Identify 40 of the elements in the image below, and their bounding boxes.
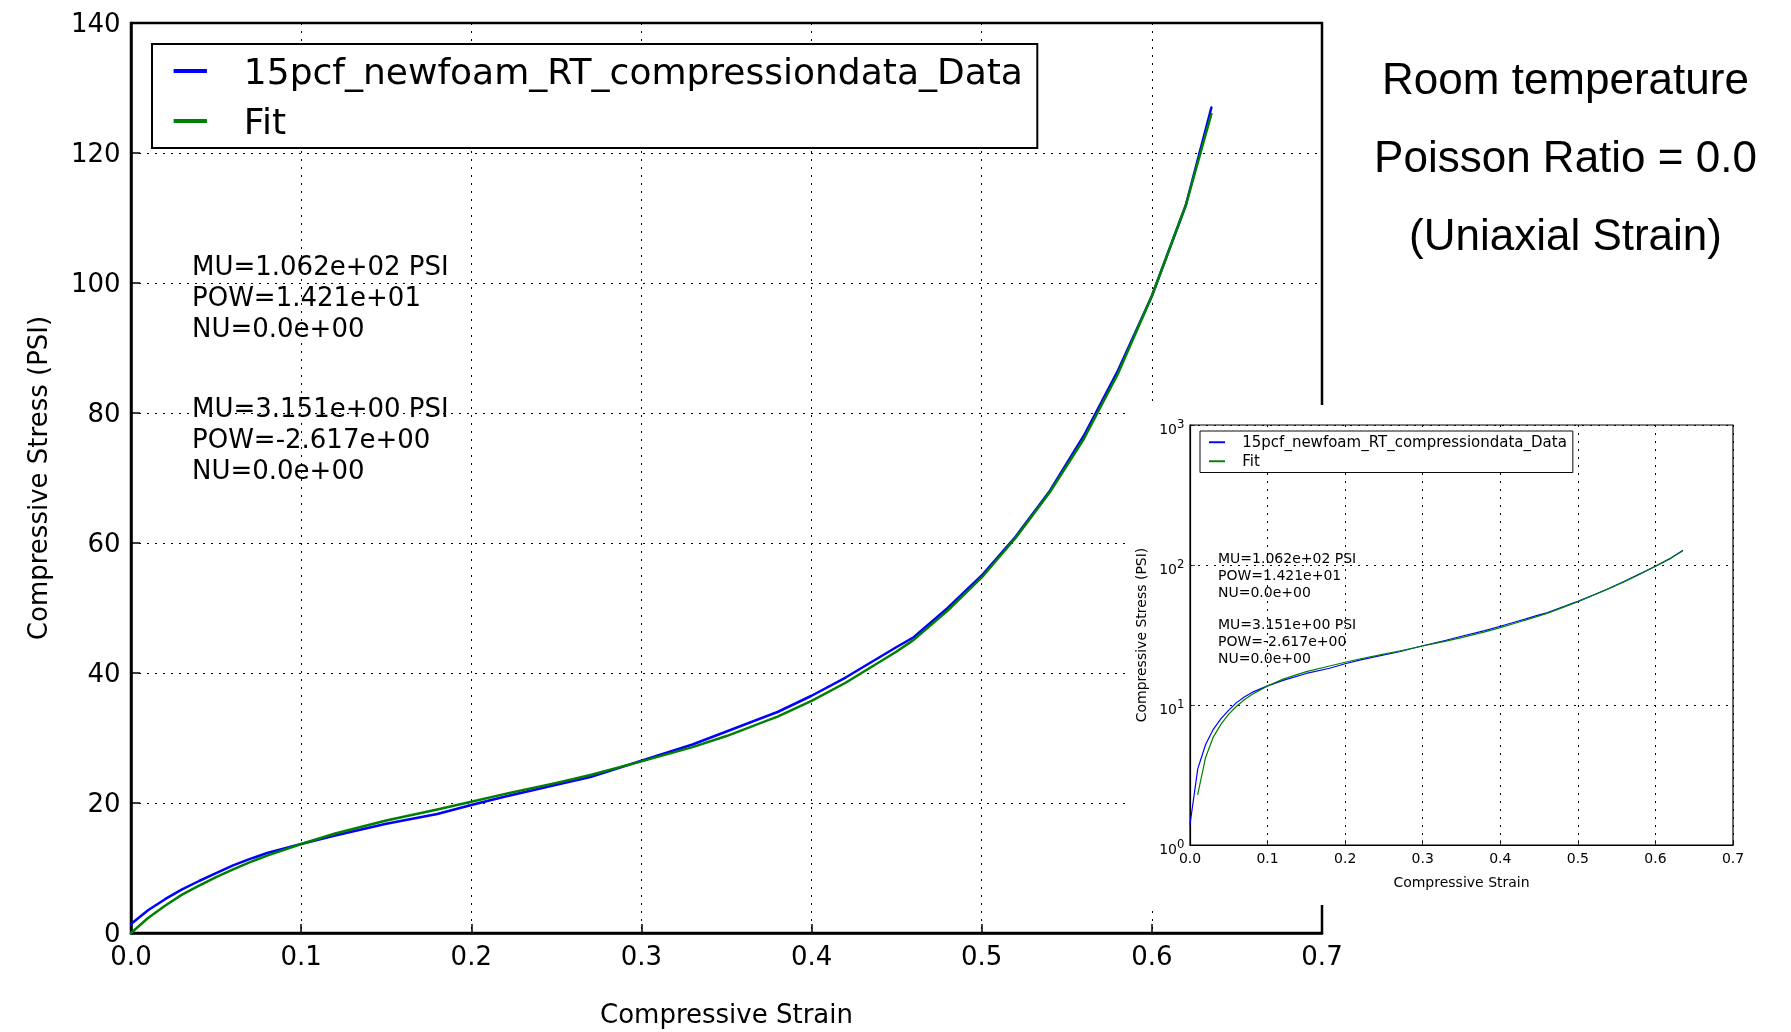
y-tick-label: 80 (87, 398, 121, 428)
y-axis-title: Compressive Stress (PSI) (1133, 547, 1149, 723)
x-tick-label: 0.2 (1334, 849, 1357, 866)
y-tick-label: 60 (87, 528, 121, 558)
x-tick-label: 0.5 (961, 941, 1003, 972)
annotation: MU=3.151e+00 PSI POW=-2.617e+00 NU=0.0e+00 (192, 392, 449, 485)
y-tick-label: 120 (70, 138, 121, 168)
legend-label: 15pcf_newfoam_RT_compressiondata_Data (243, 50, 1023, 92)
y-tick-label: 40 (87, 658, 121, 688)
legend-label: Fit (243, 100, 287, 142)
annotation: MU=1.062e+02 PSI POW=1.421e+01 NU=0.0e+00 (192, 250, 449, 343)
legend-label: 15pcf_newfoam_RT_compressiondata_Data (1242, 433, 1567, 453)
y-tick-label: 20 (87, 788, 121, 818)
x-tick-label: 0.2 (450, 941, 492, 972)
x-tick-label: 0.1 (280, 941, 322, 972)
y-tick-label: 10$^{1}$ (1159, 696, 1185, 718)
y-tick-label: 100 (70, 268, 121, 298)
legend-label: Fit (1242, 452, 1260, 471)
x-tick-label: 0.6 (1644, 849, 1667, 866)
x-tick-label: 0.6 (1131, 941, 1173, 972)
y-tick-label: 10$^{3}$ (1159, 416, 1185, 438)
x-tick-label: 0.7 (1301, 941, 1343, 972)
text: (Uniaxial Strain) (1408, 208, 1723, 261)
y-axis-title: Compressive Stress (PSI) (23, 315, 53, 641)
x-axis-title: Compressive Strain (600, 999, 853, 1029)
y-tick-label: 10$^{2}$ (1159, 556, 1185, 578)
annotation: MU=1.062e+02 PSI POW=1.421e+01 NU=0.0e+00 (1218, 550, 1357, 600)
text: Poisson Ratio = 0.0 (1373, 130, 1758, 183)
annotation: MU=3.151e+00 PSI POW=-2.617e+00 NU=0.0e+00 (1218, 616, 1357, 666)
y-tick-label: 140 (70, 8, 121, 38)
x-tick-label: 0.5 (1566, 849, 1589, 866)
x-tick-label: 0.4 (790, 941, 833, 972)
x-tick-label: 0.7 (1721, 849, 1745, 866)
text: Room temperature (1381, 53, 1750, 105)
x-tick-label: 0.0 (1178, 849, 1202, 866)
x-tick-label: 0.3 (620, 941, 663, 972)
x-tick-label: 0.4 (1489, 849, 1512, 866)
x-axis-title: Compressive Strain (1393, 874, 1530, 890)
x-tick-label: 0.3 (1411, 849, 1434, 866)
x-tick-label: 0.1 (1256, 849, 1279, 866)
